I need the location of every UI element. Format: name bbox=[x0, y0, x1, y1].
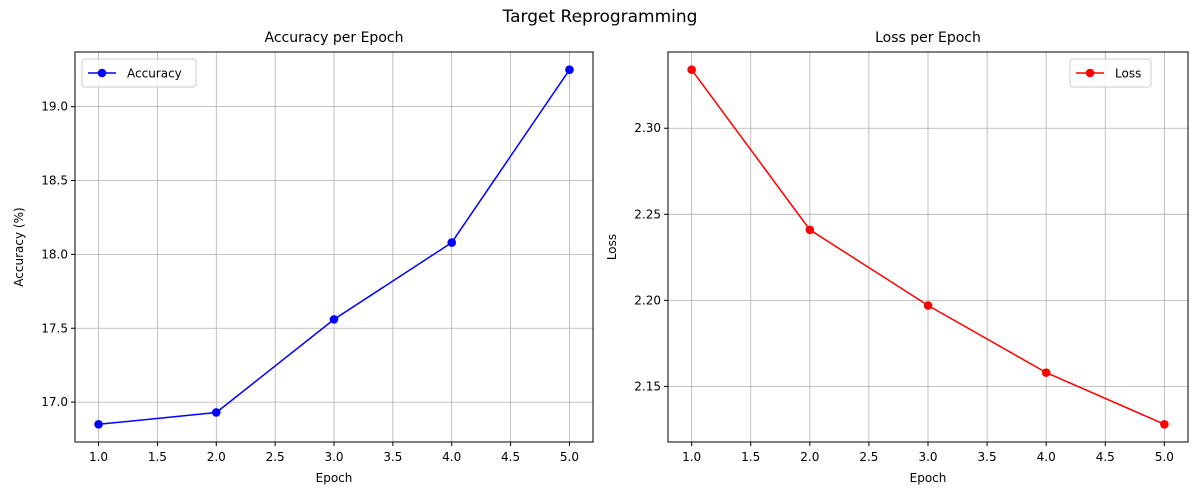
data-point bbox=[923, 301, 933, 310]
x-tick-label: 3.5 bbox=[383, 450, 402, 464]
x-tick-label: 1.5 bbox=[741, 450, 760, 464]
data-point bbox=[565, 65, 574, 75]
x-tick-label: 5.0 bbox=[1155, 450, 1174, 464]
x-tick-label: 1.0 bbox=[682, 450, 701, 464]
x-tick-label: 3.5 bbox=[978, 450, 997, 464]
x-tick-label: 4.0 bbox=[1037, 450, 1056, 464]
legend-marker bbox=[97, 68, 107, 78]
chart-title: Accuracy per Epoch bbox=[265, 30, 404, 46]
y-tick-label: 2.25 bbox=[634, 207, 661, 221]
y-tick-label: 18.0 bbox=[41, 247, 68, 261]
y-tick-label: 17.0 bbox=[41, 395, 68, 409]
data-point bbox=[1041, 368, 1051, 377]
data-point bbox=[1160, 419, 1169, 429]
y-tick-label: 2.20 bbox=[634, 293, 661, 307]
chart-panel-1: 1.0 1.5 2.0 2.5 3.0 3.5 4.0 4.5 5.0 17.0 17.5 18.0 1… bbox=[12, 30, 594, 485]
x-axis-label: Epoch bbox=[910, 471, 947, 485]
legend: Loss bbox=[1069, 58, 1152, 88]
x-tick-label: 1.5 bbox=[148, 450, 167, 464]
x-tick-label: 1.0 bbox=[89, 450, 108, 464]
x-tick-label: 5.0 bbox=[560, 450, 579, 464]
chart-panel-2: 1.0 1.5 2.0 2.5 3.0 3.5 4.0 4.5 5.0 2.15 2.20 2.25 2… bbox=[605, 30, 1189, 485]
legend-box bbox=[1069, 58, 1152, 88]
data-point bbox=[94, 419, 103, 429]
data-point bbox=[329, 315, 339, 324]
y-axis-label: Accuracy (%) bbox=[12, 207, 26, 286]
legend-label: Loss bbox=[1115, 67, 1141, 81]
x-tick-label: 3.0 bbox=[918, 450, 937, 464]
legend-marker bbox=[1085, 68, 1095, 78]
chart-title: Loss per Epoch bbox=[875, 30, 981, 46]
data-point bbox=[687, 65, 696, 75]
data-point bbox=[447, 238, 457, 247]
y-axis-label: Loss bbox=[605, 234, 619, 260]
data-point bbox=[805, 225, 815, 235]
legend-box bbox=[81, 58, 197, 88]
data-point bbox=[211, 408, 221, 417]
y-tick-label: 18.5 bbox=[41, 174, 68, 188]
x-tick-label: 4.5 bbox=[501, 450, 520, 464]
figure-title: Target Reprogramming bbox=[502, 7, 698, 27]
y-tick-label: 2.30 bbox=[634, 121, 661, 135]
y-tick-label: 19.0 bbox=[41, 100, 68, 114]
y-tick-label: 17.5 bbox=[41, 321, 68, 335]
legend: Accuracy bbox=[81, 58, 197, 88]
y-tick-label: 2.15 bbox=[634, 379, 661, 393]
x-tick-label: 2.5 bbox=[859, 450, 878, 464]
x-tick-label: 2.0 bbox=[800, 450, 819, 464]
x-tick-label: 2.5 bbox=[266, 450, 285, 464]
x-tick-label: 3.0 bbox=[324, 450, 343, 464]
x-tick-label: 4.5 bbox=[1096, 450, 1115, 464]
legend-label: Accuracy bbox=[127, 67, 182, 81]
x-axis-label: Epoch bbox=[316, 471, 353, 485]
x-tick-label: 2.0 bbox=[207, 450, 226, 464]
x-tick-label: 4.0 bbox=[442, 450, 461, 464]
